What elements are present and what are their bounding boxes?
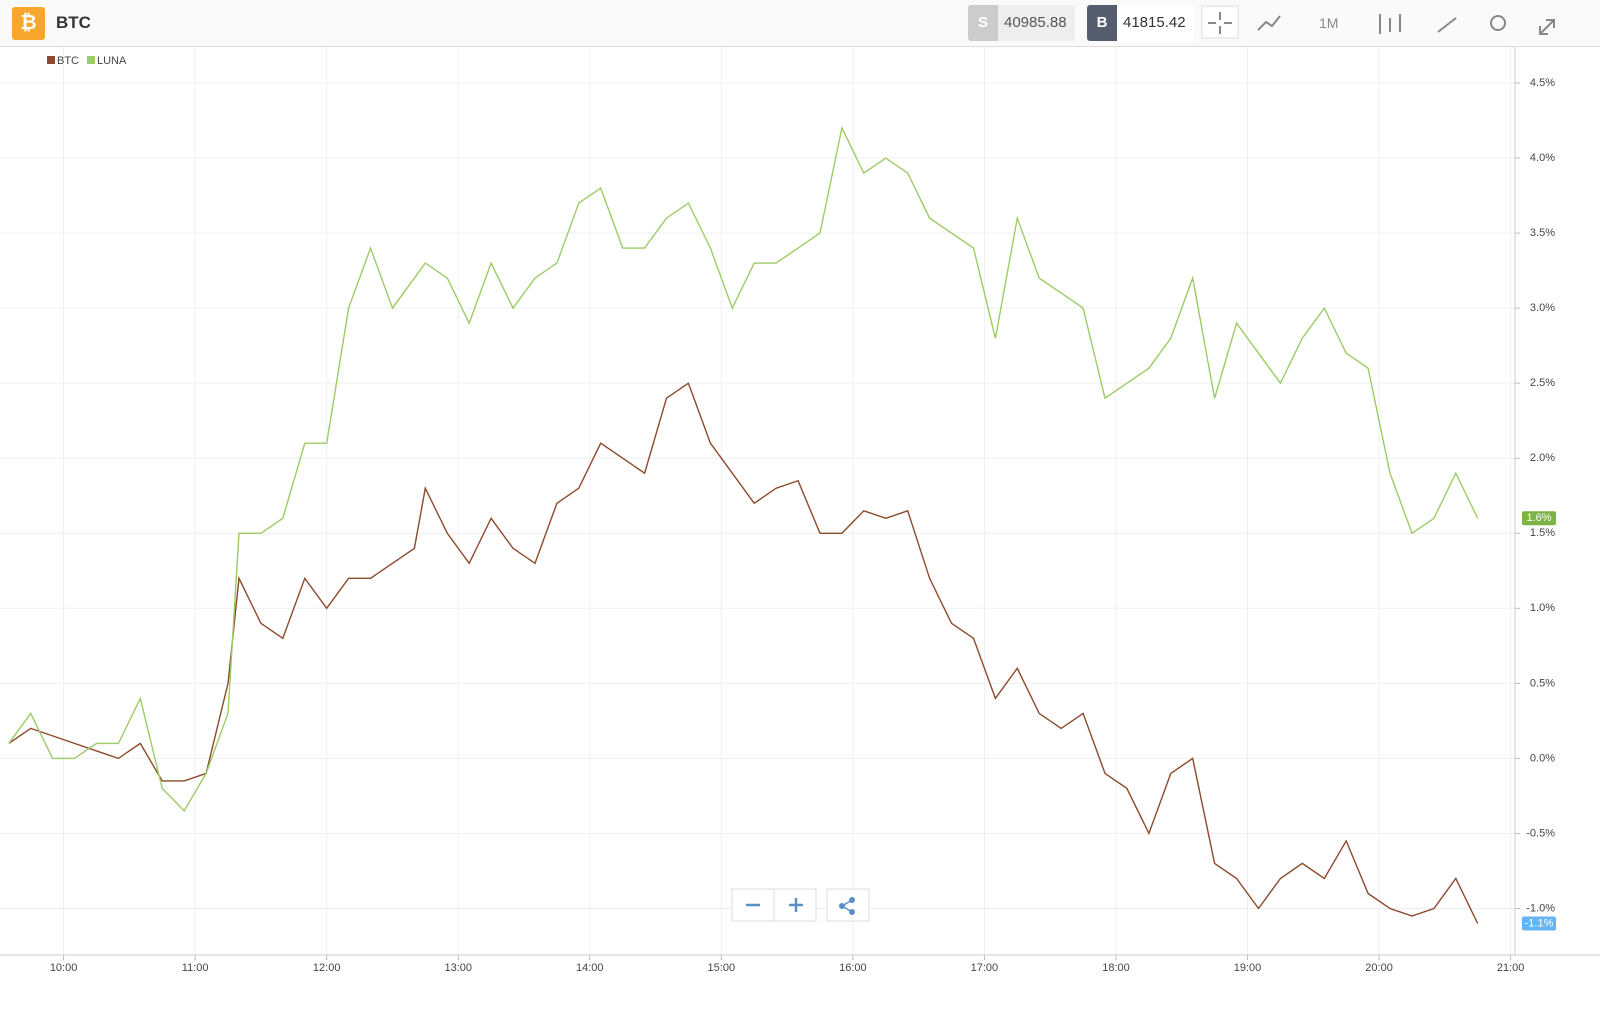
x-tick-label: 10:00 bbox=[50, 962, 78, 974]
legend-swatch bbox=[47, 56, 55, 64]
y-tick-label: 3.0% bbox=[1530, 302, 1555, 314]
candle-button[interactable] bbox=[1379, 14, 1401, 34]
y-tick-label: -0.5% bbox=[1526, 827, 1555, 839]
legend-label: LUNA bbox=[97, 55, 127, 67]
buy-button[interactable]: B 41815.42 bbox=[1087, 5, 1194, 41]
price-badge bbox=[1522, 916, 1556, 931]
legend-label: BTC bbox=[57, 55, 79, 67]
legend-swatch bbox=[87, 56, 95, 64]
y-tick-label: -1.0% bbox=[1526, 902, 1555, 914]
x-tick-label: 13:00 bbox=[444, 962, 472, 974]
buy-label: B bbox=[1087, 5, 1117, 41]
y-tick-label: 4.5% bbox=[1530, 77, 1555, 89]
x-tick-label: 16:00 bbox=[839, 962, 867, 974]
x-tick-label: 17:00 bbox=[971, 962, 999, 974]
series-line bbox=[8, 125, 1479, 813]
y-tick-label: 2.0% bbox=[1530, 452, 1555, 464]
share-button[interactable] bbox=[826, 888, 870, 922]
series-line bbox=[8, 382, 1479, 924]
fullscreen-button[interactable] bbox=[1539, 19, 1555, 35]
x-tick-label: 20:00 bbox=[1365, 962, 1393, 974]
chart-type-button[interactable] bbox=[1257, 15, 1281, 31]
buy-price: 41815.42 bbox=[1123, 14, 1186, 31]
price-badge-label: 1.6% bbox=[1526, 512, 1551, 524]
x-tick-label: 15:00 bbox=[708, 962, 736, 974]
y-tick-label: 4.0% bbox=[1530, 152, 1555, 164]
x-tick-label: 12:00 bbox=[313, 962, 341, 974]
x-tick-label: 21:00 bbox=[1497, 962, 1525, 974]
price-badge bbox=[1522, 511, 1556, 526]
zoom-icons bbox=[746, 898, 803, 912]
x-tick-label: 19:00 bbox=[1234, 962, 1262, 974]
timeframe-button[interactable]: 1M bbox=[1319, 15, 1339, 31]
sell-label: S bbox=[968, 5, 998, 41]
y-tick-label: 3.5% bbox=[1530, 227, 1555, 239]
y-tick-label: 0.5% bbox=[1530, 677, 1555, 689]
x-tick-label: 11:00 bbox=[182, 962, 209, 974]
coin-logo: ₿ bbox=[12, 7, 45, 40]
chart: 10:00 11:00 12:00 13:00 14:00 15:00 16:00 17:00… bbox=[0, 47, 1600, 974]
y-tick-label: 0.0% bbox=[1530, 752, 1555, 764]
sell-price: 40985.88 bbox=[1004, 14, 1067, 31]
y-tick-label: 2.5% bbox=[1530, 377, 1555, 389]
draw-button[interactable] bbox=[1437, 17, 1457, 33]
settings-button[interactable] bbox=[1490, 15, 1506, 31]
toolbar-icons bbox=[1201, 5, 1555, 39]
sell-button[interactable]: S 40985.88 bbox=[968, 5, 1075, 41]
x-tick-label: 18:00 bbox=[1102, 962, 1130, 974]
zoom-controls bbox=[731, 888, 870, 922]
instrument-title: BTC bbox=[56, 13, 91, 32]
price-badge-label: -1.1% bbox=[1525, 917, 1554, 929]
y-tick-label: 1.5% bbox=[1530, 527, 1555, 539]
y-tick-label: 1.0% bbox=[1530, 602, 1555, 614]
share-icon bbox=[839, 897, 855, 915]
toolbar: ₿ BTC S 40985.88 B 41815.42 1M bbox=[0, 0, 1600, 47]
x-tick-label: 14:00 bbox=[576, 962, 604, 974]
